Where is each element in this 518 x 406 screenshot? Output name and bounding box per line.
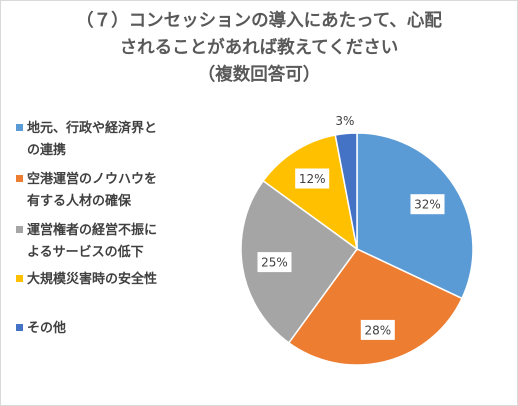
data-label: 12% [299, 172, 326, 186]
chart-title-line-1: （７）コンセッションの導入にあたって、心配 [76, 11, 442, 31]
legend-swatch [16, 226, 23, 233]
pie-slice [356, 132, 474, 300]
legend-label-line: 地元、行政や経済界と [27, 121, 158, 136]
legend-label: 地元、行政や経済界と の連携 [27, 118, 217, 162]
legend-label: その他 [27, 318, 217, 340]
legend-swatch [16, 175, 23, 182]
chart-title: （７）コンセッションの導入にあたって、心配 されることがあれば教えてください （… [0, 8, 518, 89]
data-label: 32% [414, 198, 441, 212]
data-label: 25% [261, 256, 288, 270]
legend-label-line: 空港運営のノウハウを [27, 172, 158, 187]
pie-slice [287, 248, 463, 366]
legend-swatch [16, 275, 23, 282]
chart-title-line-3: （複数回答可） [197, 65, 321, 85]
data-label-background [295, 168, 330, 189]
legend-label-line: 有する人材の確保 [27, 194, 132, 209]
pie-slice [240, 179, 359, 344]
data-label: 28% [364, 323, 391, 337]
legend-label-line: 大規模災害時の安全性 [27, 272, 158, 287]
legend-swatch [16, 124, 23, 131]
legend-label: 空港運営のノウハウを 有する人材の確保 [27, 169, 217, 213]
data-label-background [257, 252, 292, 273]
pie-slice [262, 134, 359, 251]
pie-slice [334, 132, 358, 250]
data-label: 3% [335, 114, 354, 128]
data-label-background [410, 194, 445, 215]
data-label-background [360, 319, 395, 340]
legend-label-line: その他 [27, 321, 67, 336]
legend-label: 運営権者の経営不振に よるサービスの低下 [27, 220, 217, 264]
legend-swatch [16, 324, 23, 331]
legend-label-line: の連携 [27, 143, 67, 158]
chart-title-line-2: されることがあれば教えてください [119, 38, 399, 58]
legend-label: 大規模災害時の安全性 [27, 269, 217, 291]
legend-label-line: よるサービスの低下 [27, 245, 144, 260]
legend-label-line: 運営権者の経営不振に [27, 223, 158, 238]
